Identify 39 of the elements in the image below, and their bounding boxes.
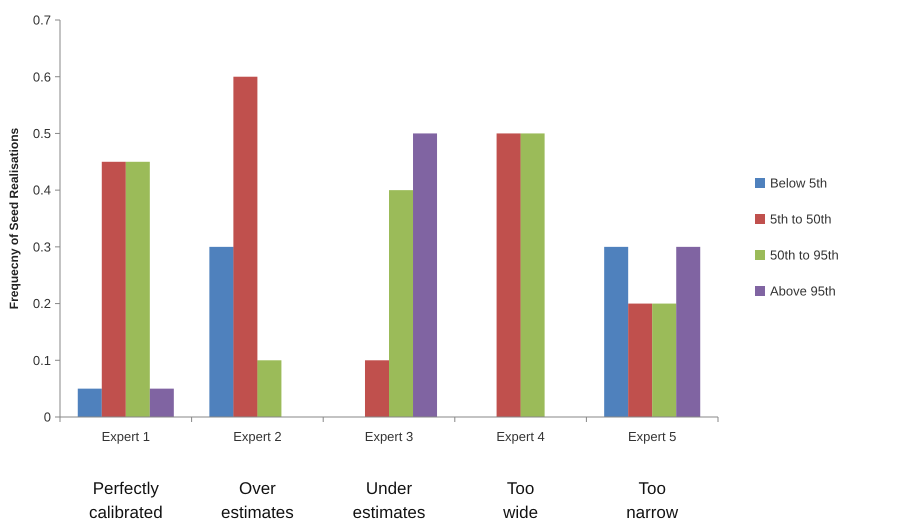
- y-tick-label: 0.7: [32, 12, 51, 28]
- y-tick-label: 0.3: [32, 239, 51, 254]
- bar: [102, 162, 126, 417]
- y-tick-label: 0.6: [32, 69, 51, 84]
- text: Too wide: [502, 479, 538, 522]
- bar: [126, 162, 150, 417]
- x-tick-label: Expert 1: [102, 429, 150, 444]
- legend-label: Above 95th: [770, 284, 836, 299]
- text: Too narrow: [626, 479, 679, 522]
- y-tick-label: 0.1: [32, 352, 51, 368]
- bar: [652, 304, 676, 417]
- legend-label: 50th to 95th: [770, 248, 839, 263]
- text: Perfectly calibrated: [88, 479, 163, 522]
- bar: [78, 388, 102, 417]
- bar: [496, 133, 521, 417]
- bar: [389, 190, 414, 417]
- y-tick-label: 0: [44, 410, 51, 425]
- bar: [413, 133, 438, 417]
- y-axis-title: Frequecny of Seed Realisations: [7, 127, 21, 310]
- legend-label: Below 5th: [770, 176, 828, 191]
- y-tick-label: 0.4: [32, 182, 51, 198]
- bar: [628, 304, 652, 417]
- bar: [257, 360, 282, 417]
- x-tick-label: Expert 5: [628, 429, 676, 444]
- bar: [209, 246, 234, 417]
- bar: [604, 246, 628, 417]
- x-tick-label: Expert 3: [364, 429, 414, 444]
- x-tick-label: Expert 4: [496, 429, 545, 444]
- legend-label: 5th to 50th: [770, 212, 832, 227]
- bar: [364, 360, 389, 417]
- text: Under estimates: [352, 479, 426, 522]
- bar: [233, 76, 258, 417]
- bar: [676, 246, 700, 417]
- y-tick-label: 0.2: [32, 296, 51, 312]
- x-tick-label: Expert 2: [233, 429, 282, 444]
- text: Over estimates: [221, 479, 294, 522]
- y-tick-label: 0.5: [32, 126, 51, 141]
- bar: [150, 388, 174, 417]
- bar: [520, 133, 545, 417]
